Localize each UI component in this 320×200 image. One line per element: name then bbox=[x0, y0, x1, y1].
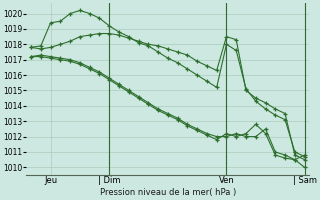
X-axis label: Pression niveau de la mer( hPa ): Pression niveau de la mer( hPa ) bbox=[100, 188, 236, 197]
